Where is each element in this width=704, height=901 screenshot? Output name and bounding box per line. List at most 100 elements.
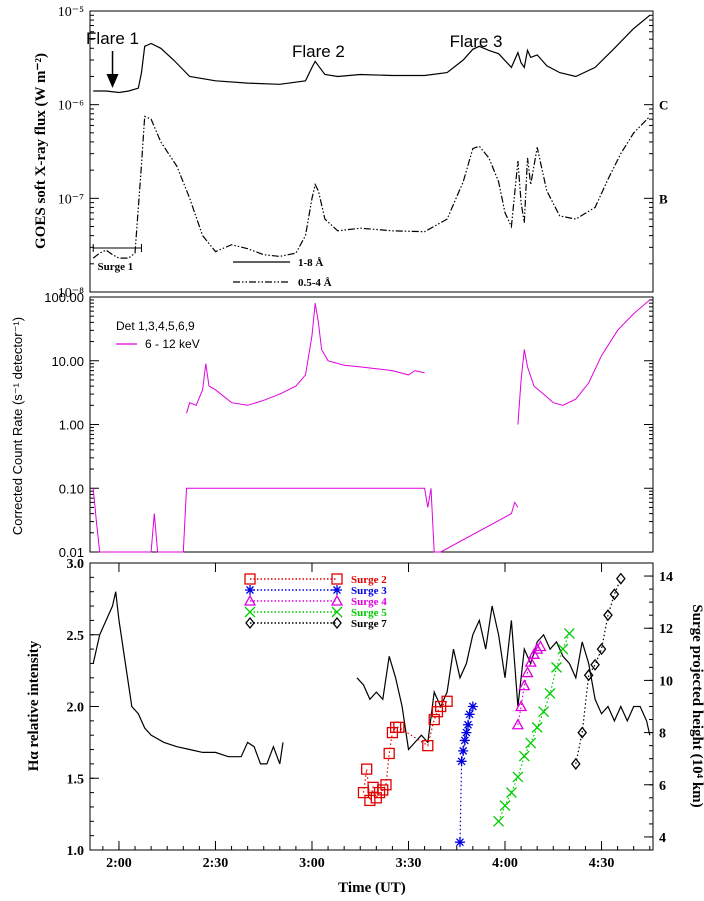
surge-4-point <box>534 640 547 652</box>
halpha-y2-tick-label: 12 <box>659 622 673 637</box>
surge-3-point <box>459 735 470 746</box>
rhessi-plot-frame <box>89 296 654 553</box>
surge-4-point <box>521 666 534 678</box>
goes-series-1-8 <box>93 14 651 94</box>
rhessi-y-tick-label: 1.00 <box>59 418 84 433</box>
halpha-y-ticks: 1.0 1.5 2.0 2.5 3.0 <box>67 557 99 859</box>
legend-surge-4-marker-end <box>330 594 344 606</box>
surge-4-point <box>514 700 528 712</box>
goes-series-0-5-4 <box>92 115 651 259</box>
halpha-y2-tick-label: 14 <box>659 570 673 585</box>
legend-surge-2-marker-end <box>331 573 343 585</box>
surge-7-point <box>609 588 620 601</box>
halpha-y2-tick-label: 10 <box>659 674 673 689</box>
surge-7-line <box>575 578 622 765</box>
legend-surge-3-marker-end <box>332 585 342 595</box>
surge-5-point <box>518 750 530 762</box>
surge-2-point <box>373 786 386 799</box>
rhessi-y-axis-label: Corrected Count Rate (s⁻¹ detector⁻¹) <box>10 317 25 535</box>
legend-surge-2-label: Surge 2 <box>351 574 387 586</box>
legend-surge-5-marker <box>244 606 256 618</box>
surge-7-point <box>615 572 626 585</box>
surge-7-point <box>596 643 607 656</box>
series-surge-7 <box>570 572 626 770</box>
legend-surge-3-label: Surge 3 <box>351 585 387 597</box>
surge-4-point <box>524 655 537 667</box>
rhessi-series-6-12-kev <box>186 303 425 414</box>
halpha-series-h <box>92 591 284 765</box>
surge-5-point <box>538 706 550 718</box>
legend-surge-7: Surge 7 <box>245 616 387 630</box>
halpha-y-tick-label: 2.5 <box>67 629 85 644</box>
goes-legend: 1-8 Å 0.5-4 Å <box>233 257 332 289</box>
legend-surge-5: Surge 5 <box>244 606 387 619</box>
goes-plot-frame <box>89 10 654 293</box>
surge-4-point <box>518 679 531 691</box>
rhessi-y-tick-label: 100.00 <box>44 290 84 305</box>
goes-y-tick-label: 10⁻⁸ <box>58 286 84 301</box>
rhessi-y-tick-label: 0.01 <box>59 545 84 560</box>
x-tick-label: 4:00 <box>492 856 518 871</box>
surge-2-point <box>380 779 392 791</box>
legend-label-0-5-4: 0.5-4 Å <box>298 277 332 289</box>
annotation-flare-3: Flare 3 <box>450 32 503 51</box>
halpha-y2-axis-label: Surge projected height (10⁴ km) <box>689 604 704 807</box>
halpha-y-tick-label: 1.5 <box>67 772 85 787</box>
legend-surge-5-label: Surge 5 <box>351 607 387 619</box>
surge-7-point <box>570 757 581 770</box>
legend-surge-2: Surge 2 <box>244 573 387 586</box>
rhessi-legend-title: Det 1,3,4,5,6,9 <box>116 319 195 333</box>
legend-surge-4-label: Surge 4 <box>351 596 387 608</box>
legend-surge-3: Surge 3 <box>245 585 387 597</box>
surge-5-point <box>512 771 524 783</box>
surge-5-point <box>531 721 543 733</box>
halpha-y-tick-label: 3.0 <box>67 557 85 572</box>
surge-2-point <box>361 763 373 775</box>
surge-3-point <box>463 719 474 730</box>
rhessi-y-tick-label: 0.10 <box>59 481 84 496</box>
surge-7-point <box>583 669 594 682</box>
series-surge-4 <box>511 640 547 730</box>
surge-2-point <box>357 786 370 799</box>
surge-5-point <box>505 787 517 799</box>
x-tick-label: 2:00 <box>106 856 132 871</box>
surge-4-point <box>511 718 524 730</box>
surge-3-point <box>464 709 475 720</box>
legend-surge-7-marker-end <box>332 616 342 630</box>
halpha-y-tick-label: 2.0 <box>67 701 85 716</box>
surge-2-point <box>441 695 453 707</box>
legend-surge-7-label: Surge 7 <box>351 618 387 630</box>
surge-5-line <box>498 633 570 822</box>
rhessi-series-6-12-kev-low <box>92 487 519 553</box>
surge-7-point <box>603 609 613 622</box>
rhessi-series <box>92 299 651 553</box>
halpha-y-tick-label: 1.0 <box>67 844 85 859</box>
surge-1-interval: Surge 1 <box>92 244 142 273</box>
halpha-panel: Hα relative intensity Surge projected he… <box>26 557 704 896</box>
goes-panel: GOES soft X-ray flux (W m⁻²) 10⁻⁸10⁻⁷10⁻… <box>33 5 668 301</box>
x-axis-label: Time (UT) <box>338 880 406 896</box>
rhessi-series-6-12-kev-late <box>517 299 651 425</box>
legend-surge-4-marker <box>243 594 257 606</box>
surge-2-point <box>383 747 395 760</box>
x-tick-label: 4:30 <box>589 856 615 871</box>
surge-2-point <box>422 739 434 752</box>
surge-3-point <box>461 727 472 738</box>
rhessi-legend-label: 6 - 12 keV <box>145 337 200 351</box>
goes-class-label-c: C <box>659 98 668 113</box>
halpha-y2-ticks: 4 6 8 10 12 14 <box>644 570 673 846</box>
surge-7-point <box>590 658 600 671</box>
series-surge-2 <box>357 695 453 807</box>
rhessi-y-ticks: 0.01 0.10 1.00 10.00 100.00 <box>44 290 653 560</box>
series-surge-3 <box>454 701 478 848</box>
legend-surge-5-marker-end <box>331 606 343 618</box>
goes-annotations: Flare 1 Flare 2 Flare 3 <box>86 29 503 88</box>
halpha-y2-tick-label: 4 <box>659 831 666 846</box>
legend-label-1-8: 1-8 Å <box>298 257 323 269</box>
halpha-y2-tick-label: 6 <box>659 779 666 794</box>
surge-4-point <box>531 642 544 654</box>
surge-3-point <box>467 701 478 712</box>
surge-5-point <box>525 737 537 749</box>
goes-series <box>92 14 651 259</box>
